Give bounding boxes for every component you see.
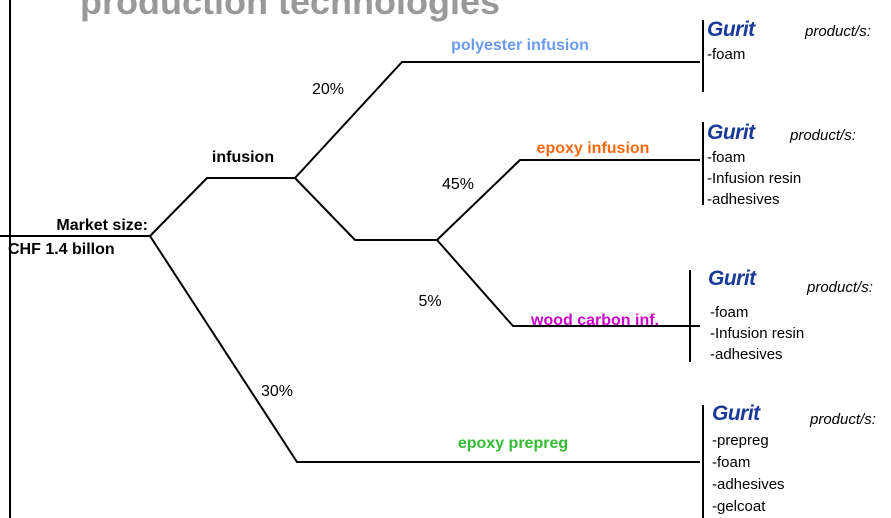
title: production technologies — [80, 0, 500, 22]
product-item: -adhesives — [712, 476, 785, 493]
share-label: 45% — [442, 176, 474, 193]
product-item: -foam — [710, 304, 748, 321]
product-item: -gelcoat — [712, 498, 766, 515]
branch — [436, 239, 700, 327]
node-label: polyester infusion — [451, 37, 589, 54]
node-label: epoxy infusion — [537, 140, 650, 157]
node-label: epoxy prepreg — [458, 435, 568, 452]
share-label: 5% — [418, 293, 441, 310]
product-item: -prepreg — [712, 432, 769, 449]
product-item: -adhesives — [707, 191, 780, 208]
product-heading: product/s: — [804, 23, 871, 40]
product-heading: product/s: — [809, 411, 876, 428]
product-item: -Infusion resin — [710, 325, 804, 342]
branch — [149, 235, 700, 463]
product-item: -foam — [712, 454, 750, 471]
brand-logo: Gurit — [712, 402, 761, 425]
root-label: CHF 1.4 billon — [8, 241, 115, 258]
branch — [294, 61, 700, 179]
product-item: -Infusion resin — [707, 170, 801, 187]
branch — [149, 177, 295, 237]
root-label: Market size: — [56, 217, 148, 234]
branch — [294, 177, 437, 241]
branch — [436, 159, 700, 241]
product-item: -foam — [707, 46, 745, 63]
node-label: wood carbon inf. — [530, 312, 659, 329]
share-label: 30% — [261, 383, 293, 400]
node-label: infusion — [212, 149, 274, 166]
brand-logo: Gurit — [708, 267, 757, 290]
product-item: -foam — [707, 149, 745, 166]
product-heading: product/s: — [806, 279, 873, 296]
product-heading: product/s: — [789, 127, 856, 144]
product-item: -adhesives — [710, 346, 783, 363]
share-label: 20% — [312, 81, 344, 98]
product-boxes: Gurit product/s: -foam Gurit product/s: -foam… — [689, 18, 876, 518]
brand-logo: Gurit — [707, 18, 756, 41]
brand-logo: Gurit — [707, 121, 756, 144]
